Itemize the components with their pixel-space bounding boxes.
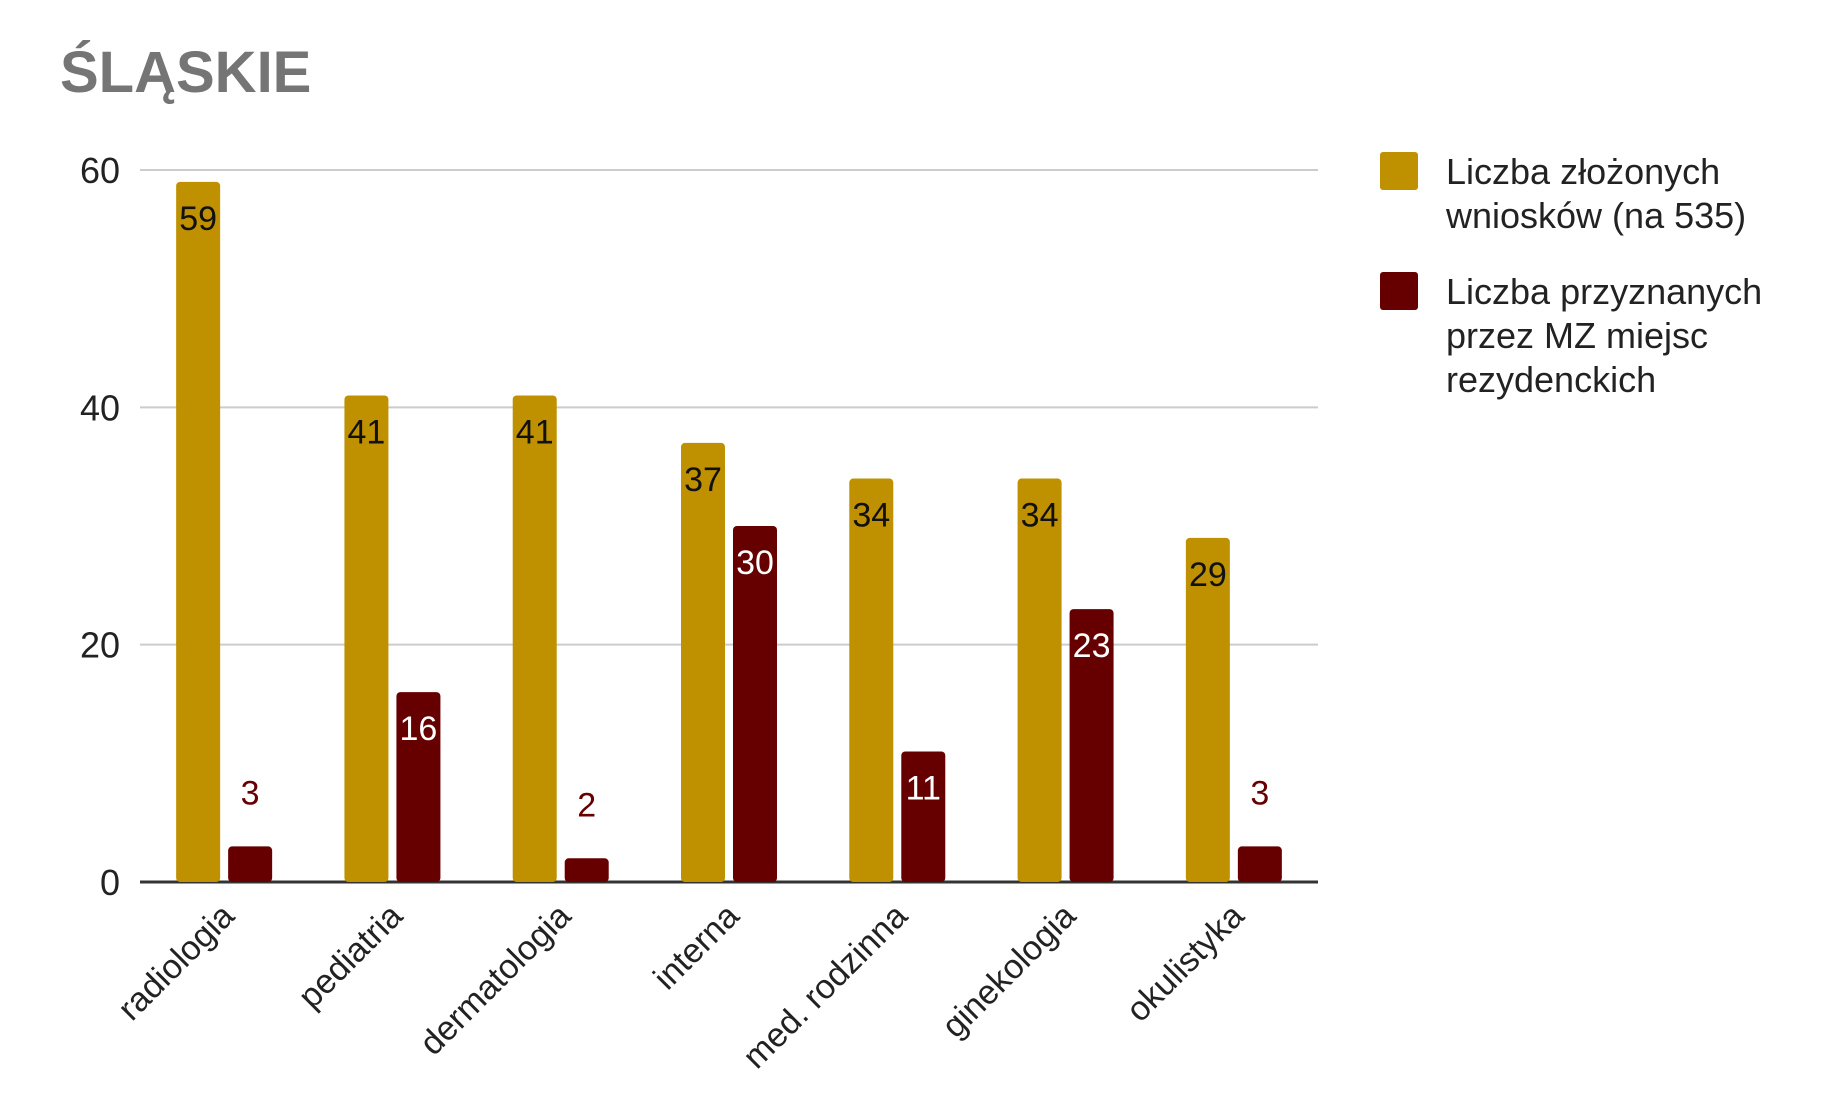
bar-granted [1069,609,1114,882]
legend-item-submitted: Liczba złożonych wniosków (na 535) [1380,150,1810,238]
legend-item-granted: Liczba przyznanych przez MZ miejsc rezyd… [1380,270,1810,402]
legend: Liczba złożonych wniosków (na 535) Liczb… [1380,150,1810,434]
x-category-label: pediatria [291,897,410,1016]
data-label-submitted: 34 [1021,497,1059,535]
bar-granted [564,858,609,882]
bar-submitted [681,442,725,882]
bar-granted [228,846,273,882]
data-label-submitted: 41 [516,413,554,451]
bar-granted [733,526,777,882]
data-labels: 59 3 41 16 41 2 37 30 34 11 34 23 29 3 [179,200,1269,824]
y-tick-label: 0 [100,862,120,903]
x-category-label: dermatologia [413,897,579,1063]
data-label-granted: 23 [1073,627,1111,665]
data-label-submitted: 41 [348,413,386,451]
y-axis-ticks: 0 20 40 60 [80,150,120,903]
bar-granted [1237,846,1282,882]
y-tick-label: 40 [80,387,120,428]
legend-label-granted: Liczba przyznanych przez MZ miejsc rezyd… [1446,271,1763,400]
bar-submitted [849,478,894,882]
data-label-submitted: 59 [179,200,217,238]
x-category-label: radiologia [111,897,242,1028]
y-tick-label: 60 [80,150,120,191]
legend-swatch-granted [1380,272,1418,310]
bar-submitted [512,395,557,882]
gridlines [140,169,1318,884]
bar-submitted [1185,537,1230,882]
data-label-granted: 3 [241,774,260,812]
data-label-submitted: 34 [852,497,890,535]
data-label-submitted: 37 [684,461,722,499]
bar-granted [396,692,441,882]
data-label-granted: 30 [736,544,774,582]
data-label-granted: 2 [577,786,596,824]
bar-submitted [176,181,221,882]
x-category-label: med. rodzinna [736,897,915,1076]
y-tick-label: 20 [80,625,120,666]
data-label-granted: 3 [1250,774,1269,812]
data-label-granted: 16 [400,710,438,748]
bars [176,181,1282,882]
legend-swatch-submitted [1380,152,1418,190]
bar-submitted [344,395,389,882]
bar-submitted [1017,478,1062,882]
x-category-label: okulistyka [1119,897,1251,1029]
data-label-granted: 11 [906,769,941,807]
chart-title: ŚLĄSKIE [60,40,311,105]
x-category-label: interna [646,897,746,997]
legend-label-submitted: Liczba złożonych wniosków (na 535) [1446,151,1747,236]
x-axis-categories: radiologia pediatria dermatologia intername… [111,897,1252,1076]
x-category-label: ginekologia [935,897,1084,1046]
data-label-submitted: 29 [1189,556,1227,594]
bar-granted [901,751,946,882]
